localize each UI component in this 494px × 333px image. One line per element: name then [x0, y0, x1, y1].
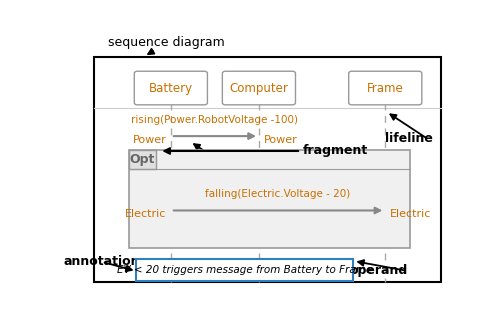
Text: Power: Power	[132, 135, 166, 145]
Bar	[129, 150, 410, 248]
Bar	[129, 150, 156, 169]
FancyBboxPatch shape	[349, 71, 422, 105]
Text: sequence diagram: sequence diagram	[108, 36, 224, 49]
Text: operand: operand	[350, 264, 408, 277]
Text: message: message	[188, 158, 250, 171]
Text: EV < 20 triggers message from Battery to Frame: EV < 20 triggers message from Battery to…	[117, 265, 372, 275]
Bar	[136, 259, 353, 281]
FancyBboxPatch shape	[222, 71, 295, 105]
Text: Electric: Electric	[390, 209, 431, 219]
Text: rising(Power.RobotVoltage -100): rising(Power.RobotVoltage -100)	[131, 115, 298, 125]
Text: Opt: Opt	[129, 153, 155, 166]
Text: Frame: Frame	[367, 82, 404, 95]
Text: Power: Power	[263, 135, 297, 145]
Text: Electric: Electric	[125, 209, 166, 219]
Text: lifeline: lifeline	[385, 132, 433, 145]
FancyBboxPatch shape	[134, 71, 207, 105]
Text: fragment: fragment	[303, 145, 368, 158]
Text: Battery: Battery	[149, 82, 193, 95]
Text: Computer: Computer	[230, 82, 288, 95]
Bar	[94, 57, 441, 282]
Text: annotation: annotation	[64, 255, 140, 268]
Text: falling(Electric.Voltage - 20): falling(Electric.Voltage - 20)	[206, 189, 351, 199]
